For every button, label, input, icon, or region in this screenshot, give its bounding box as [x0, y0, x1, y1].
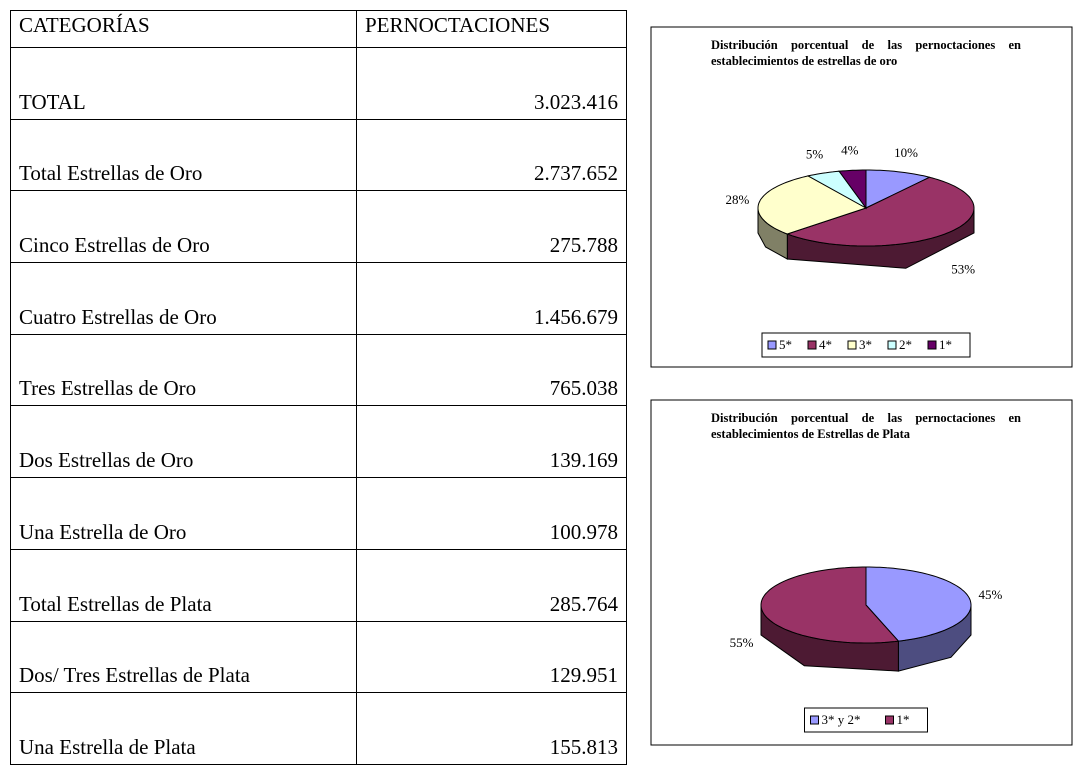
legend-swatch — [767, 340, 777, 350]
value-cell: 100.978 — [356, 477, 627, 550]
row: Una Estrella de Plata 155.813 — [10, 692, 627, 765]
legend-label: 4* — [819, 337, 832, 352]
legend-label: 1* — [939, 337, 952, 352]
label-cell: Una Estrella de Plata — [10, 692, 357, 765]
legend-label: 2* — [899, 337, 912, 352]
legend-label: 3* — [859, 337, 872, 352]
legend-frame — [761, 332, 971, 358]
pie-slice — [757, 175, 868, 235]
value-cell: 765.038 — [356, 333, 627, 407]
pie-slice — [838, 169, 867, 210]
row: Total Estrellas de Plata 285.764 — [10, 548, 627, 622]
header-cell: CATEGORÍAS — [10, 10, 357, 48]
legend-frame — [804, 707, 928, 733]
legend-label: 1* — [897, 712, 910, 727]
label-cell: Dos Estrellas de Oro — [10, 405, 357, 479]
pie-slice — [865, 169, 931, 209]
data-label: 53% — [951, 262, 975, 277]
row: Tres Estrellas de Oro 765.038 — [10, 333, 627, 407]
legend-swatch — [927, 340, 937, 350]
header-cell: PERNOCTACIONES — [356, 10, 627, 48]
row: Dos/ Tres Estrellas de Plata 129.951 — [10, 620, 627, 694]
row: Una Estrella de Oro 100.978 — [10, 477, 627, 550]
header-row: CATEGORÍAS PERNOCTACIONES — [10, 10, 627, 48]
legend-swatch — [847, 340, 857, 350]
legend-swatch — [887, 340, 897, 350]
data-label: 55% — [730, 635, 754, 650]
row: Dos Estrellas de Oro 139.169 — [10, 405, 627, 479]
data-label: 10% — [894, 145, 918, 160]
chart-title: Distribución porcentual de las pernoctac… — [711, 38, 1021, 68]
data-label: 4% — [841, 142, 859, 157]
data-label: 28% — [726, 192, 750, 207]
row: Total Estrellas de Oro 2.737.652 — [10, 118, 627, 192]
pie-slice — [785, 176, 975, 247]
label-cell: TOTAL — [10, 47, 357, 120]
chart-title: Distribución porcentual de las pernoctac… — [711, 411, 1021, 441]
value-cell: 2.737.652 — [356, 118, 627, 192]
pie-slice — [760, 566, 900, 644]
value-cell: 275.788 — [356, 190, 627, 264]
pie-slice — [806, 170, 867, 209]
value-cell: 1.456.679 — [356, 262, 627, 335]
row: Cuatro Estrellas de Oro 1.456.679 — [10, 262, 627, 335]
data-label: 45% — [979, 587, 1003, 602]
label-cell: Tres Estrellas de Oro — [10, 333, 357, 407]
pie-slice — [865, 566, 972, 642]
legend-swatch — [807, 340, 817, 350]
legend-swatch — [885, 715, 894, 725]
data-table: CATEGORÍAS PERNOCTACIONES TOTAL 3.023.416 To… — [10, 10, 627, 765]
label-cell: Cuatro Estrellas de Oro — [10, 262, 357, 335]
value-cell: 285.764 — [356, 548, 627, 622]
label-cell: Total Estrellas de Plata — [10, 548, 357, 622]
value-cell: 155.813 — [356, 692, 627, 765]
value-cell: 129.951 — [356, 620, 627, 694]
legend-swatch — [810, 715, 819, 725]
legend-label: 3* y 2* — [822, 712, 861, 727]
legend-label: 5* — [779, 337, 792, 352]
data-label: 5% — [806, 147, 824, 162]
